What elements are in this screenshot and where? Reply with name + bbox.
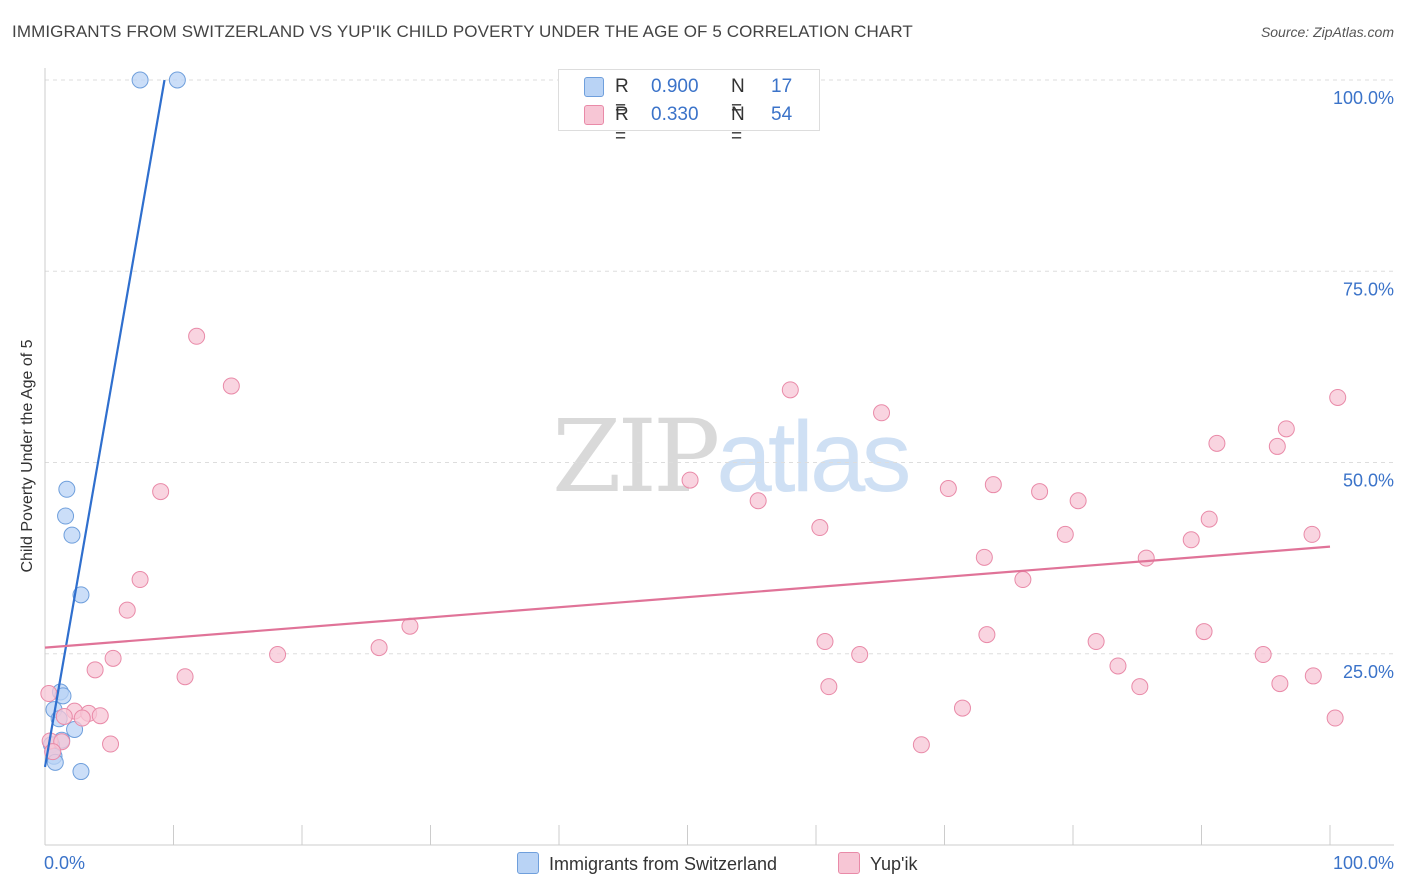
switzerland-point [57,507,75,525]
yupik-point [1056,525,1074,543]
x-tick-label: 100.0% [1333,853,1394,873]
yupik-point [1268,437,1286,455]
switzerland-trend-line [43,79,166,768]
legend-swatch-pink [838,852,860,874]
yupik-point [749,492,767,510]
switzerland-point [72,586,90,604]
yupik-point [73,709,91,727]
y-tick-label: 25.0% [1343,662,1394,682]
yupik-point [118,601,136,619]
yupik-point [851,646,869,664]
yupik-point [370,639,388,657]
y-tick-label: 100.0% [1333,88,1394,108]
yupik-point [1137,549,1155,567]
yupik-point [984,476,1002,494]
yupik-point [873,404,891,422]
legend-swatch-blue [517,852,539,874]
yupik-point [939,480,957,498]
legend-r-label: R = [615,104,629,147]
legend-n-value: 54 [771,104,793,125]
yupik-point [1069,492,1087,510]
legend-n-label: N = [731,76,745,119]
yupik-point [1087,633,1105,651]
legend-r-label: R = [615,76,629,119]
x-tick-label: 0.0% [44,853,85,873]
yupik-point [912,736,930,754]
yupik-point [188,327,206,345]
legend-item-yupik: Yup'ik [838,852,917,875]
yupik-point [1208,434,1226,452]
legend-label-switzerland: Immigrants from Switzerland [549,854,778,874]
yupik-point [1271,675,1289,693]
legend-n-label: N = [731,104,745,147]
switzerland-point [72,763,90,781]
yupik-point [55,707,73,725]
yupik-point [1200,510,1218,528]
yupik-point [1109,657,1127,675]
switzerland-point [58,480,76,498]
yupik-point [781,381,799,399]
yupik-point [953,699,971,717]
yupik-point [681,471,699,489]
yupik-point [978,626,996,644]
yupik-point [975,548,993,566]
yupik-point [1131,678,1149,696]
y-tick-label: 75.0% [1343,279,1394,299]
yupik-point [1329,388,1347,406]
yupik-point [1254,646,1272,664]
yupik-point [1326,709,1344,727]
switzerland-point [63,526,81,544]
yupik-trend-line [44,545,1331,649]
yupik-point [816,633,834,651]
legend-r-value: 0.900 [651,76,699,97]
chart-title: IMMIGRANTS FROM SWITZERLAND VS YUP'IK CH… [12,22,913,41]
legend-item-switzerland: Immigrants from Switzerland [517,852,777,875]
yupik-point [1277,420,1295,438]
yupik-point [811,519,829,537]
yupik-point [102,735,120,753]
yupik-point [91,707,109,725]
yupik-point [1304,667,1322,685]
yupik-point [104,649,122,667]
yupik-point [40,685,58,703]
legend-r-value: 0.330 [651,104,699,125]
watermark-zip: ZIP [552,398,720,515]
switzerland-point [131,71,149,89]
yupik-point [176,668,194,686]
yupik-point [269,646,287,664]
legend-n-value: 17 [771,76,793,97]
yupik-point [86,661,104,679]
yupik-point [1182,531,1200,549]
correlation-legend: R = 0.900 N = 17 R = 0.330 N = 54 [558,69,820,147]
yupik-point [401,617,419,635]
yupik-point [222,377,240,395]
yupik-point [1031,483,1049,501]
yupik-point [1014,571,1032,589]
yupik-point [820,678,838,696]
y-tick-label: 50.0% [1343,471,1394,491]
yupik-point [152,483,170,501]
switzerland-point [168,71,186,89]
yupik-point [131,571,149,589]
yupik-point [1195,623,1213,641]
legend-swatch-pink [584,105,604,125]
legend-swatch-blue [584,77,604,97]
legend-label-yupik: Yup'ik [870,854,918,874]
source-label: Source: ZipAtlas.com [1260,24,1394,40]
yupik-point [1303,525,1321,543]
